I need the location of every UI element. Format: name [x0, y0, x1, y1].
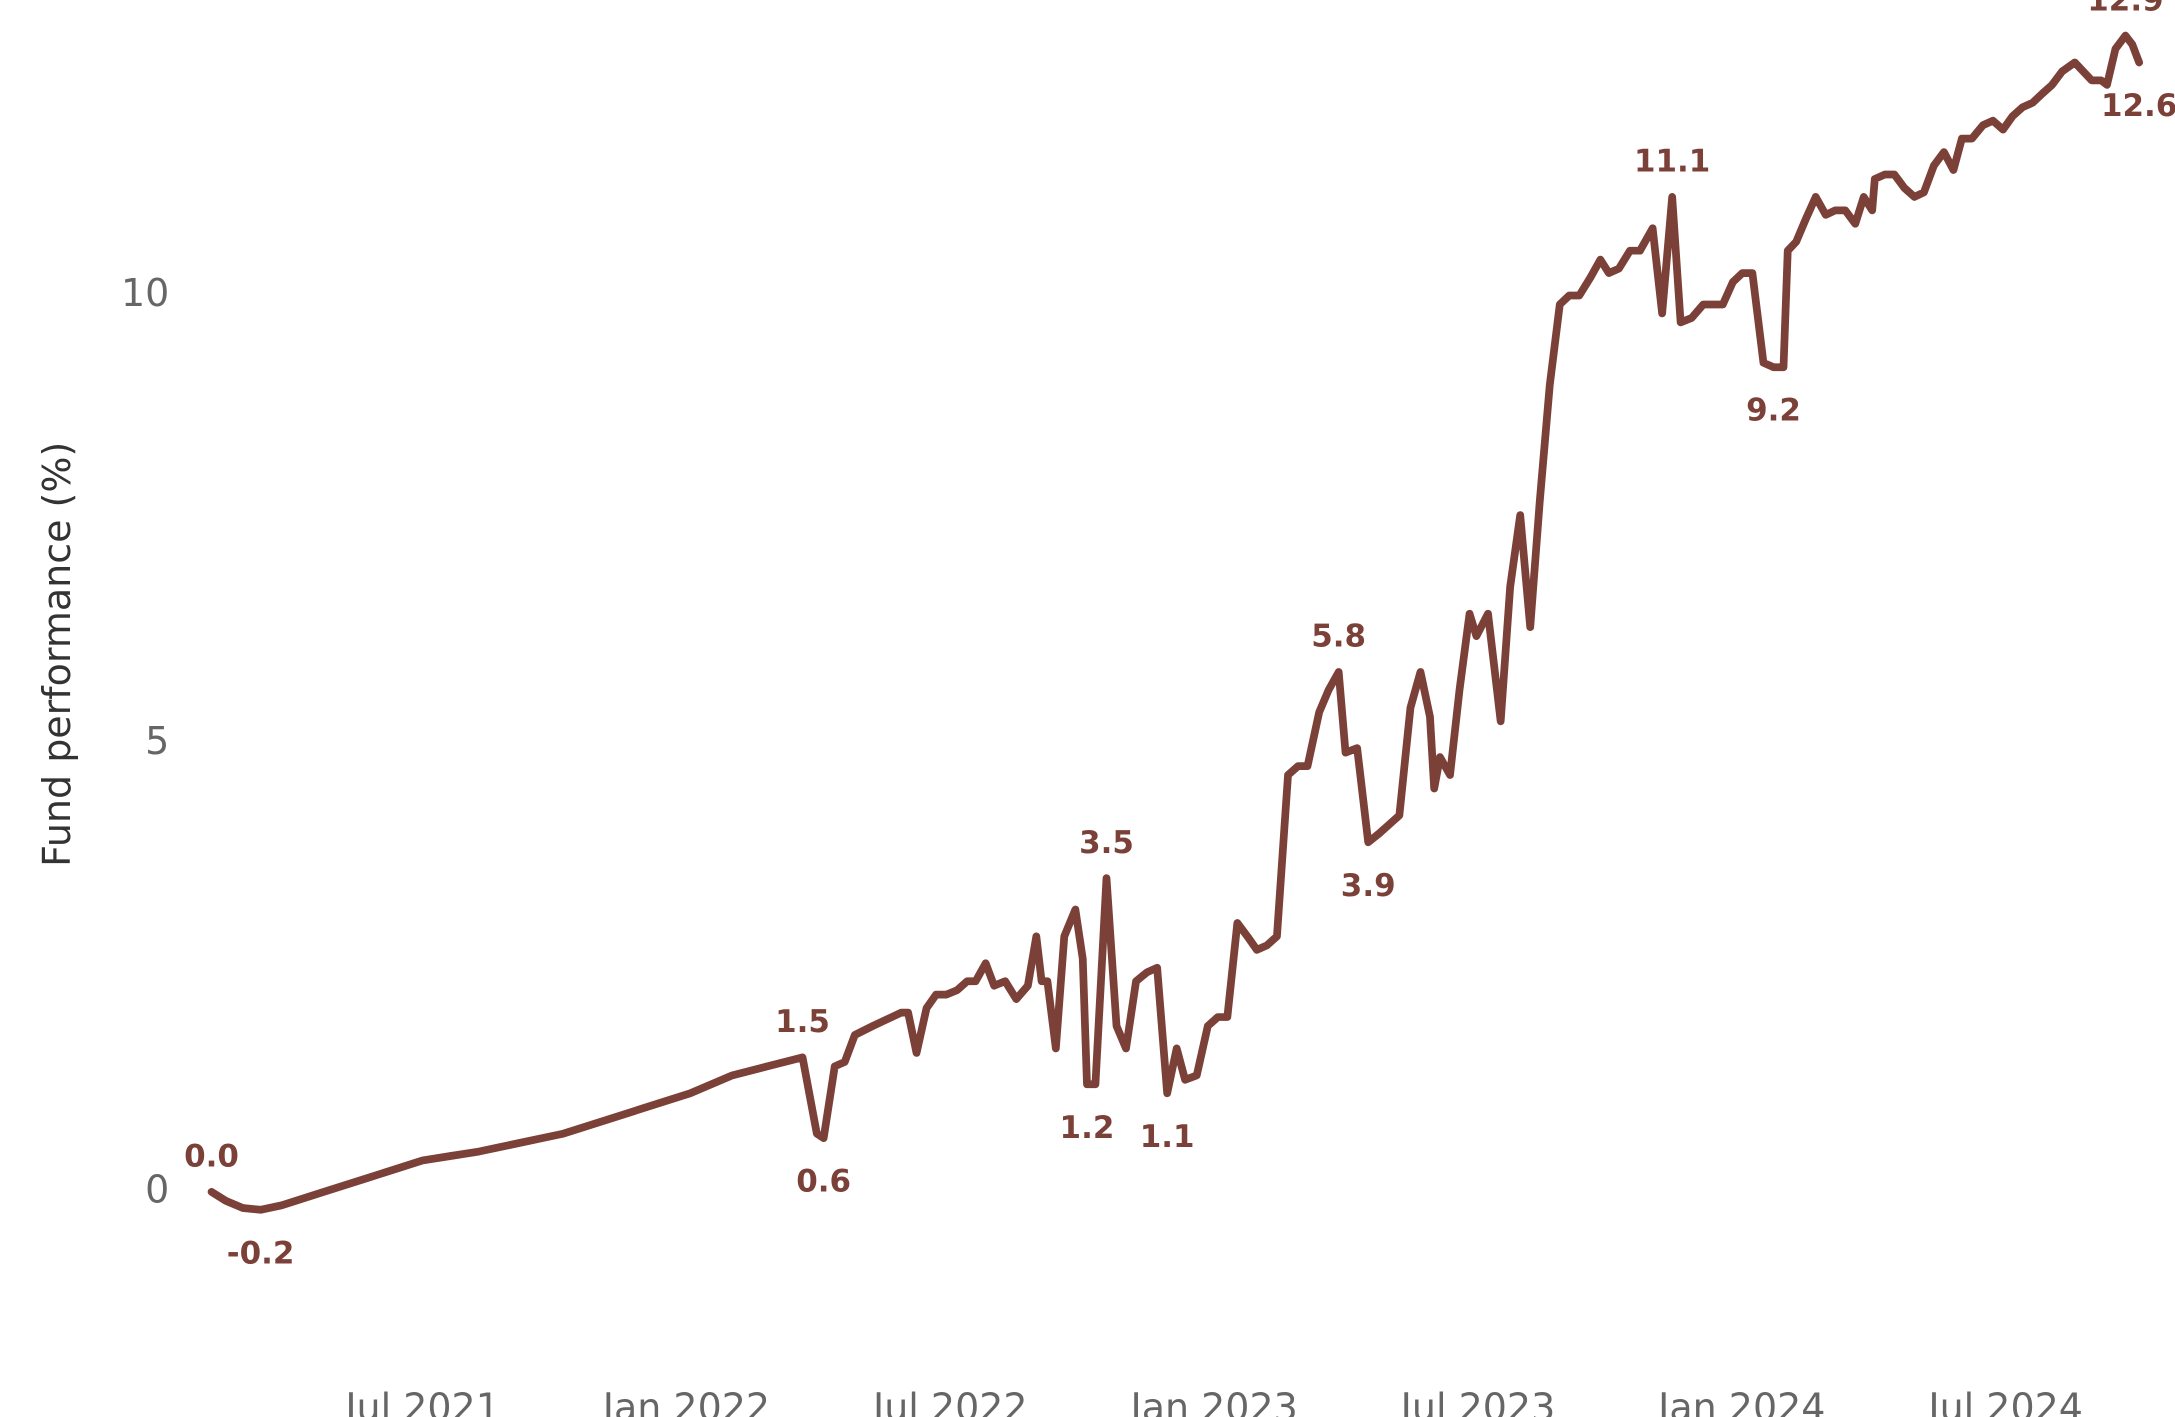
data-label: 5.8 [1311, 619, 1366, 655]
data-label: 11.1 [1634, 144, 1710, 180]
y-tick-label: 10 [121, 271, 169, 315]
y-tick-label: 0 [145, 1167, 169, 1211]
y-axis-title: Fund performance (%) [35, 442, 79, 867]
x-tick-label: Jul 2024 [1926, 1385, 2083, 1417]
data-label: -0.2 [227, 1235, 295, 1271]
data-label: 0.6 [796, 1164, 851, 1200]
data-label: 12.9 [2087, 0, 2163, 18]
data-label: 3.9 [1341, 868, 1396, 904]
x-tick-label: Jul 2021 [343, 1385, 500, 1417]
y-tick-label: 5 [145, 719, 169, 763]
x-tick-label: Jul 2022 [871, 1385, 1028, 1417]
x-tick-label: Jan 2022 [601, 1385, 770, 1417]
data-label: 1.2 [1060, 1110, 1115, 1146]
data-label: 0.0 [184, 1139, 239, 1175]
x-tick-label: Jan 2023 [1128, 1385, 1297, 1417]
line-series [207, 31, 2144, 1214]
data-label: 9.2 [1746, 393, 1801, 429]
data-label: 12.6 [2101, 88, 2175, 124]
data-label: 3.5 [1079, 825, 1134, 861]
x-tick-label: Jan 2024 [1656, 1385, 1825, 1417]
data-label: 1.5 [775, 1004, 830, 1040]
x-tick-label: Jul 2023 [1399, 1385, 1556, 1417]
data-label: 1.1 [1140, 1119, 1195, 1155]
